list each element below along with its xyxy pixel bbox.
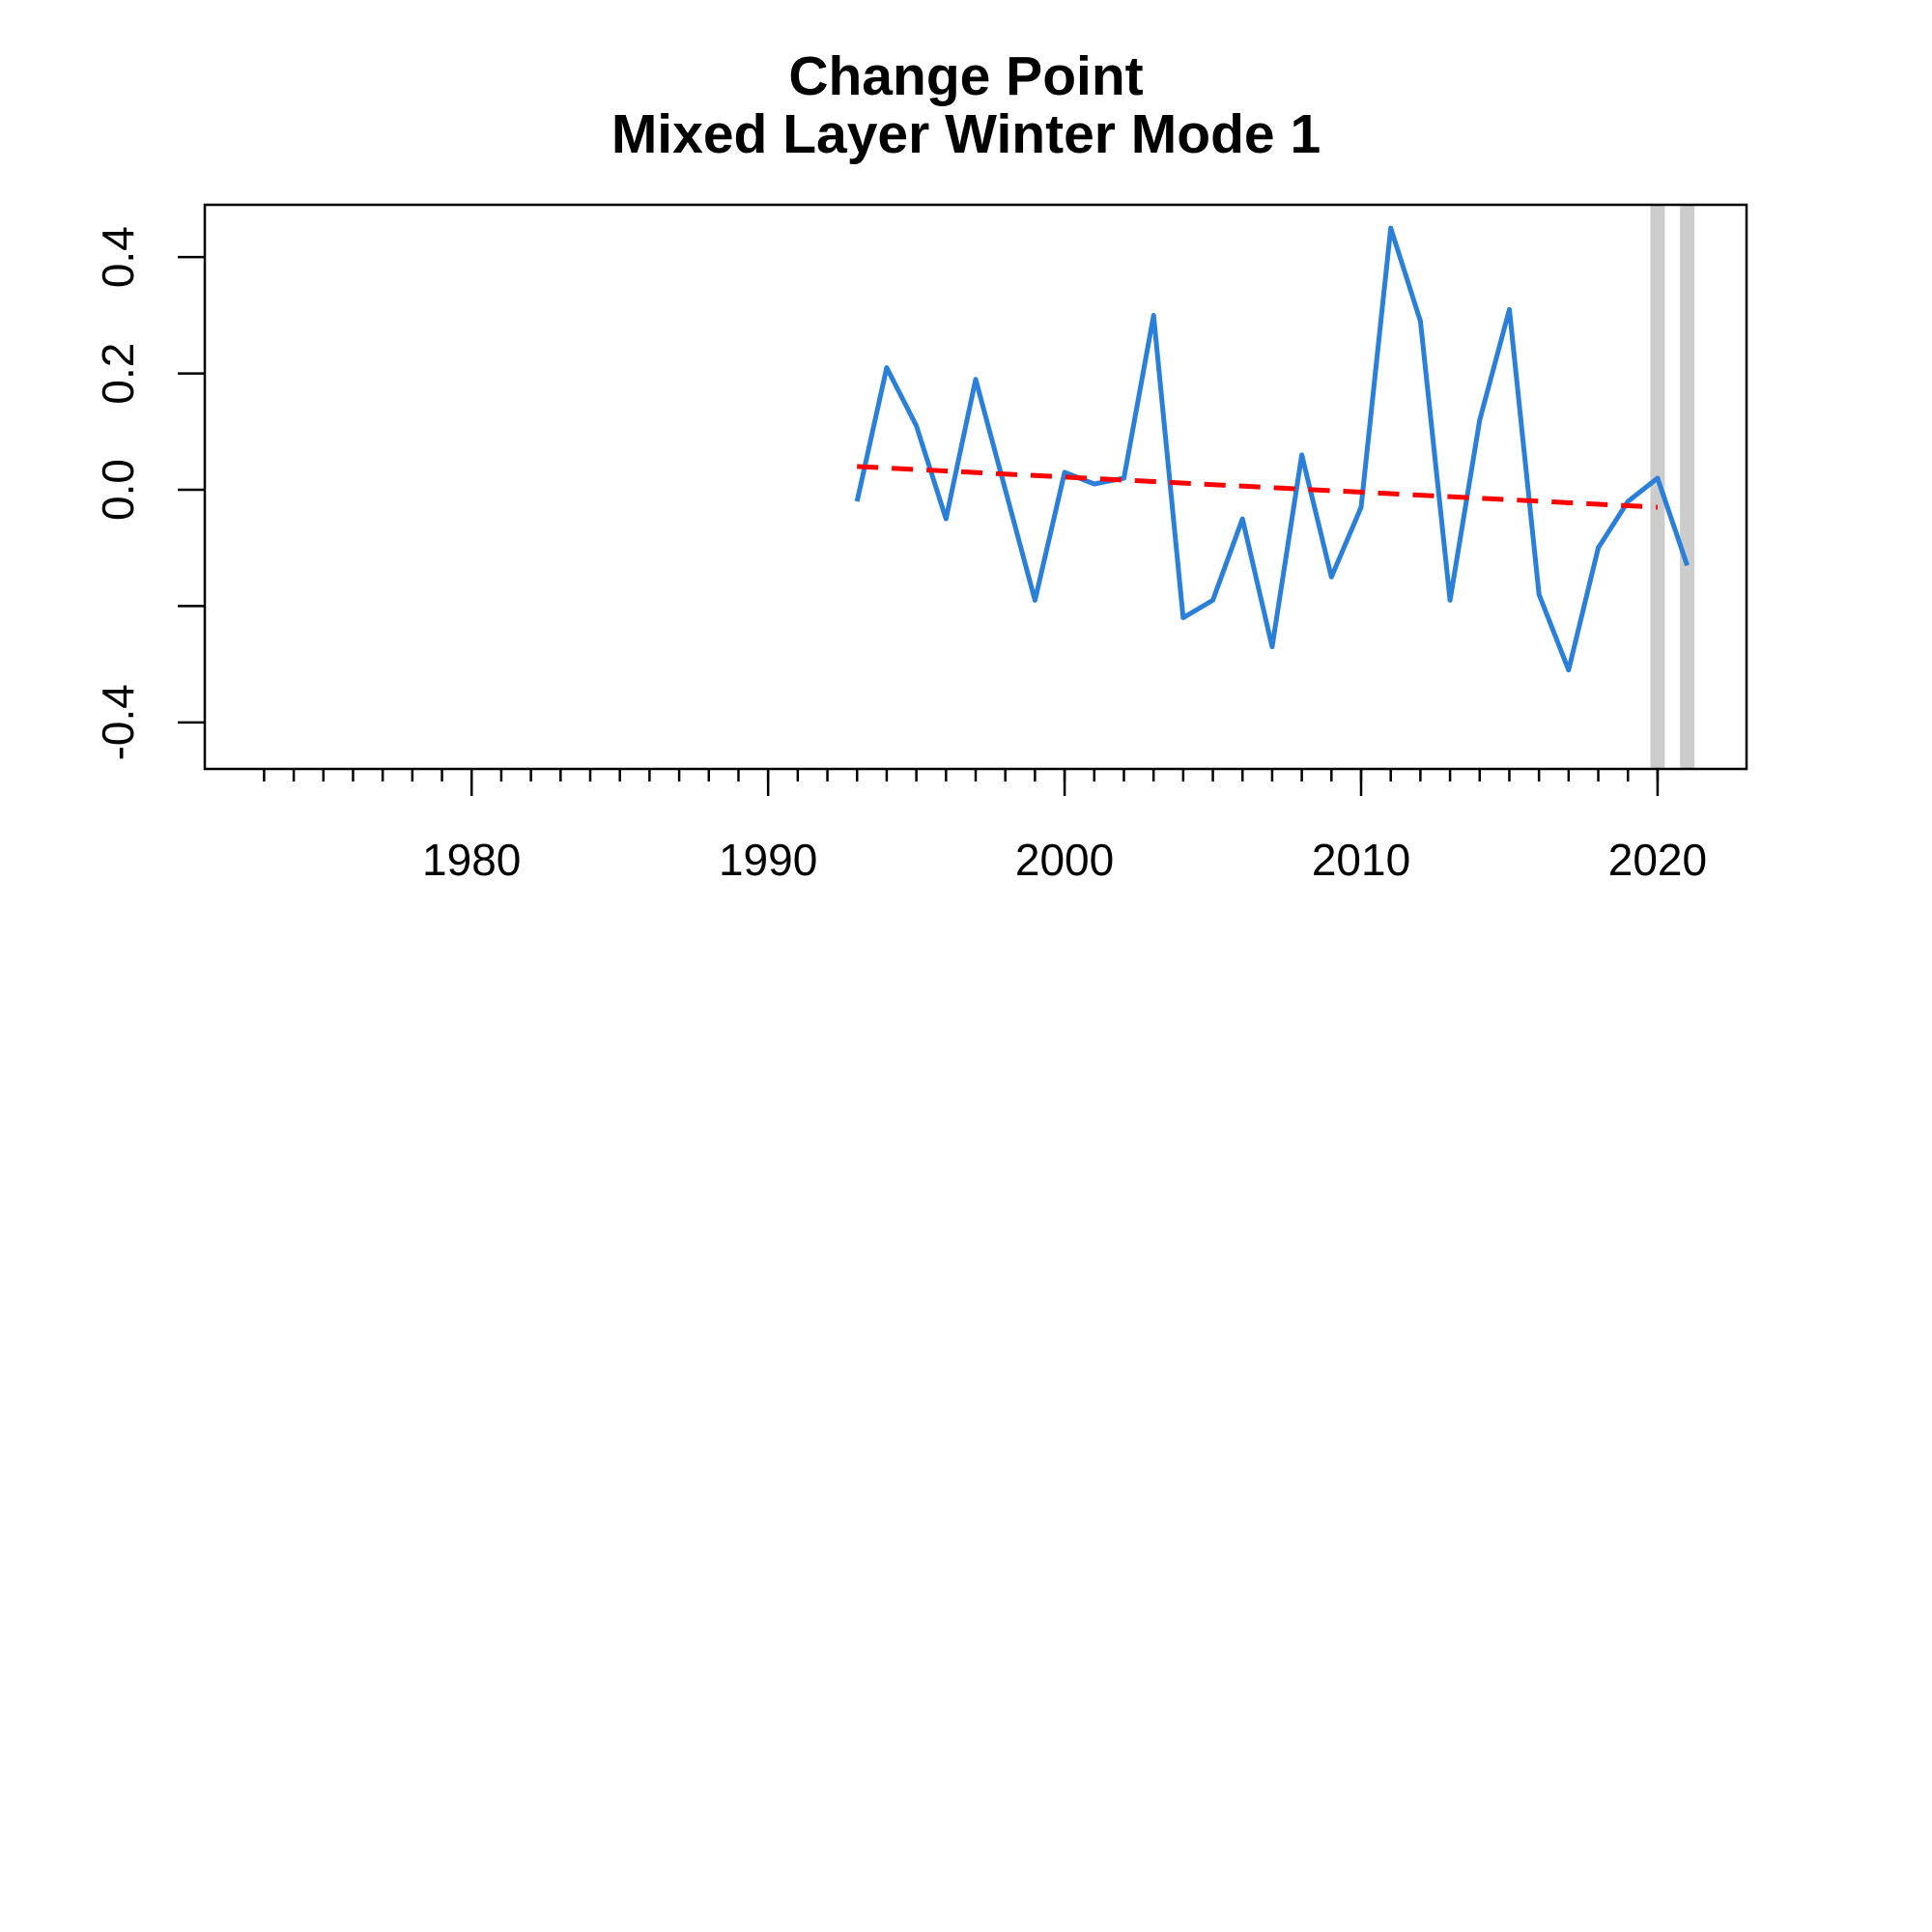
chart-subtitle: Mixed Layer Winter Mode 1 — [611, 103, 1321, 165]
plot-area — [854, 205, 1695, 769]
y-tick-label: 0.2 — [93, 343, 143, 405]
trend-line — [857, 464, 1659, 510]
series-line — [854, 225, 1690, 673]
x-tick-label: 2020 — [1608, 835, 1707, 885]
chart-title: Change Point — [788, 45, 1143, 107]
x-tick-label: 1980 — [422, 835, 521, 885]
y-tick-label: 0.4 — [93, 226, 143, 288]
plot-frame — [203, 203, 1748, 771]
x-tick-label: 2000 — [1015, 835, 1114, 885]
y-tick-label: 0.0 — [93, 459, 143, 521]
x-tick-label: 2010 — [1312, 835, 1410, 885]
x-tick-label: 1990 — [719, 835, 817, 885]
y-tick-label: -0.4 — [93, 684, 143, 760]
axes: 1980 1990 2000 2010 2020 -0.4 0.0 0.2 0.4 — [93, 226, 1707, 885]
